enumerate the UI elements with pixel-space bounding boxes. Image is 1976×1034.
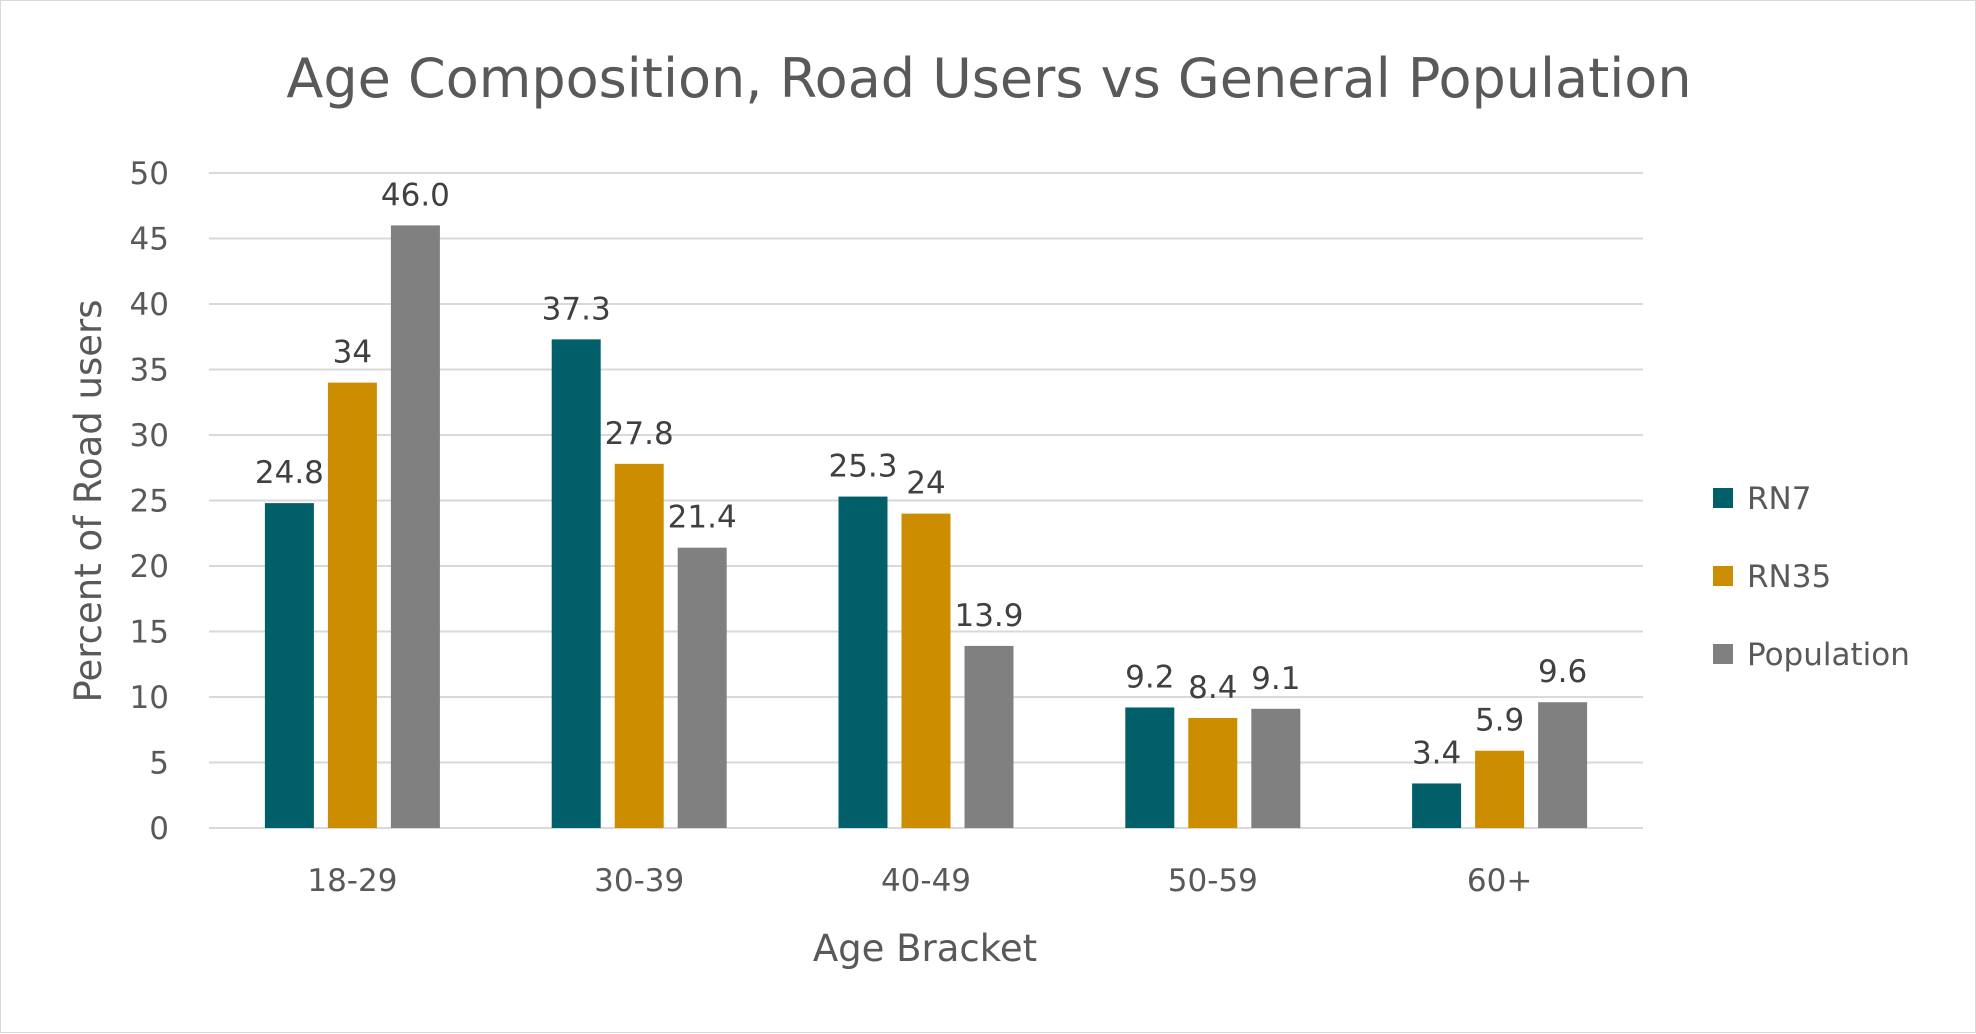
y-tick-label: 45 bbox=[130, 222, 169, 258]
data-labels: 24.8 34 46.0 37.3 27.8 21.4 25.3 24 13.9 9.2 8.4 9.… bbox=[255, 177, 1587, 771]
x-tick-label: 50-59 bbox=[1168, 863, 1258, 899]
y-tick-label: 40 bbox=[130, 287, 169, 323]
x-tick-label: 30-39 bbox=[594, 863, 684, 899]
bar-rn35-18-29 bbox=[327, 382, 377, 828]
legend-swatch-rn7 bbox=[1713, 488, 1733, 508]
bar-rn7-60+ bbox=[1412, 783, 1462, 828]
data-label: 24.8 bbox=[255, 455, 324, 491]
bar-population-60+ bbox=[1538, 702, 1588, 828]
data-label: 21.4 bbox=[668, 500, 737, 536]
y-tick-label: 50 bbox=[130, 156, 169, 192]
bar-rn35-40-49 bbox=[901, 513, 951, 828]
legend-label-rn7: RN7 bbox=[1747, 481, 1811, 517]
data-label: 25.3 bbox=[828, 449, 897, 485]
data-label: 5.9 bbox=[1475, 703, 1524, 739]
x-axis-tick-labels: 18-29 30-39 40-49 50-59 60+ bbox=[307, 863, 1532, 899]
y-axis-title: Percent of Road users bbox=[67, 300, 110, 703]
bar-rn7-50-59 bbox=[1125, 707, 1175, 828]
bar-rn7-18-29 bbox=[264, 503, 314, 828]
data-label: 27.8 bbox=[605, 416, 674, 452]
bar-population-18-29 bbox=[390, 225, 440, 828]
bar-rn35-60+ bbox=[1475, 750, 1525, 828]
chart-title: Age Composition, Road Users vs General P… bbox=[286, 47, 1691, 110]
bar-rn7-30-39 bbox=[551, 339, 601, 828]
y-tick-label: 15 bbox=[130, 615, 169, 651]
legend-swatch-population bbox=[1713, 644, 1733, 664]
data-label: 9.2 bbox=[1125, 659, 1174, 695]
data-label: 3.4 bbox=[1412, 735, 1461, 771]
data-label: 9.1 bbox=[1251, 661, 1300, 697]
x-axis-title: Age Bracket bbox=[813, 927, 1037, 970]
data-label: 37.3 bbox=[542, 291, 611, 327]
y-tick-label: 35 bbox=[130, 353, 169, 389]
data-label: 24 bbox=[906, 466, 945, 502]
bar-rn7-40-49 bbox=[838, 496, 888, 828]
legend-label-population: Population bbox=[1747, 637, 1910, 673]
bar-rn35-30-39 bbox=[614, 463, 664, 828]
bar-population-50-59 bbox=[1251, 708, 1301, 828]
legend: RN7 RN35 Population bbox=[1713, 481, 1910, 673]
x-tick-label: 60+ bbox=[1467, 863, 1532, 899]
data-label: 34 bbox=[333, 335, 372, 371]
x-tick-label: 40-49 bbox=[881, 863, 971, 899]
data-label: 13.9 bbox=[954, 598, 1023, 634]
data-label: 46.0 bbox=[381, 177, 450, 213]
y-tick-label: 0 bbox=[149, 811, 169, 847]
y-tick-label: 20 bbox=[130, 549, 169, 585]
x-tick-label: 18-29 bbox=[307, 863, 397, 899]
bar-population-30-39 bbox=[677, 547, 727, 828]
bars bbox=[264, 225, 1588, 828]
bar-rn35-50-59 bbox=[1188, 717, 1238, 828]
bar-population-40-49 bbox=[964, 645, 1014, 828]
legend-label-rn35: RN35 bbox=[1747, 559, 1831, 595]
y-tick-label: 10 bbox=[130, 680, 169, 716]
data-label: 9.6 bbox=[1538, 654, 1587, 690]
data-label: 8.4 bbox=[1188, 670, 1237, 706]
y-tick-label: 5 bbox=[149, 746, 169, 782]
y-tick-label: 25 bbox=[130, 484, 169, 520]
legend-swatch-rn35 bbox=[1713, 566, 1733, 586]
y-tick-label: 30 bbox=[130, 418, 169, 454]
y-axis-tick-labels: 0 5 10 15 20 25 30 35 40 45 50 bbox=[130, 156, 169, 847]
